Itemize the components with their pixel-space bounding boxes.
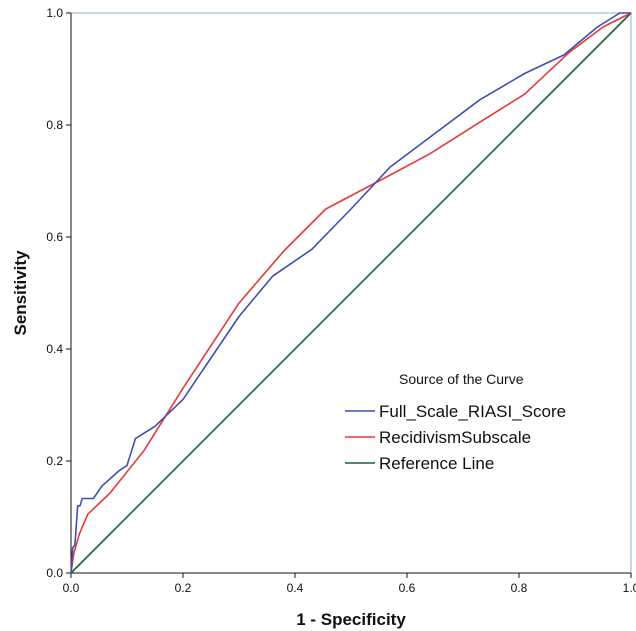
x-tick-label: 0.6 xyxy=(399,581,416,595)
y-axis-title: Sensitivity xyxy=(11,250,30,336)
x-tick-label: 0.2 xyxy=(175,581,192,595)
y-tick-label: 0.6 xyxy=(46,230,63,244)
y-tick-label: 0.8 xyxy=(46,118,63,132)
x-axis: 0.0 0.2 0.4 0.6 0.8 1.0 xyxy=(63,572,636,595)
series-line-recidivismsubscale xyxy=(70,12,632,574)
y-tick-label: 1.0 xyxy=(46,6,63,20)
legend-label: Full_Scale_RIASI_Score xyxy=(379,402,566,421)
legend: Source of the Curve Full_Scale_RIASI_Sco… xyxy=(345,371,566,473)
series-line-full-scale-riasi-score xyxy=(70,12,631,574)
legend-label: Reference Line xyxy=(379,454,494,473)
y-axis: 0.0 0.2 0.4 0.6 0.8 1.0 xyxy=(46,6,72,580)
series-layer xyxy=(70,12,632,574)
y-tick-label: 0.0 xyxy=(46,566,63,580)
x-tick-label: 0.8 xyxy=(511,581,528,595)
x-tick-label: 0.4 xyxy=(287,581,304,595)
x-axis-title: 1 - Specificity xyxy=(296,610,406,629)
x-tick-label: 0.0 xyxy=(63,581,80,595)
legend-title: Source of the Curve xyxy=(399,371,524,387)
series-line-reference-line xyxy=(70,12,632,574)
legend-label: RecidivismSubscale xyxy=(379,428,531,447)
y-tick-label: 0.2 xyxy=(46,454,63,468)
y-tick-label: 0.4 xyxy=(46,342,63,356)
x-tick-label: 1.0 xyxy=(623,581,636,595)
